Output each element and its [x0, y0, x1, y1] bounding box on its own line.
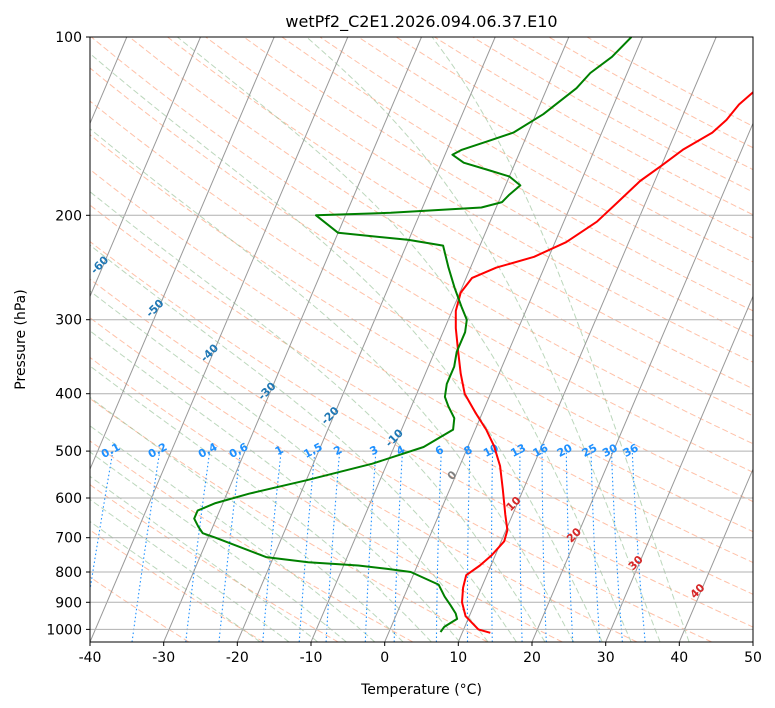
- mixing-ratio-line: [298, 451, 316, 642]
- moist-adiabat: [90, 191, 546, 642]
- moist-adiabat: [90, 290, 489, 642]
- x-tick-label: 40: [670, 650, 688, 666]
- mixing-ratio-label: 30: [600, 441, 620, 460]
- x-tick-label: 0: [380, 650, 389, 666]
- plot-area: -100-90-80-70-60-50-40-30-20-10010203040…: [90, 37, 753, 642]
- dry-adiabat: [205, 37, 753, 363]
- moist-adiabat: [90, 451, 347, 642]
- mixing-ratio-label: 16: [531, 441, 551, 460]
- mixing-ratio-label: 20: [555, 441, 575, 460]
- y-tick-label: 100: [55, 30, 82, 46]
- dry-adiabat: [90, 134, 753, 533]
- y-tick-label: 200: [55, 208, 82, 224]
- isotherm: [605, 295, 753, 642]
- moist-adiabats: [90, 37, 690, 642]
- temperature-profile: [454, 90, 753, 634]
- isotherms: [90, 37, 753, 642]
- mixing-ratio-label: 13: [508, 441, 528, 460]
- moist-adiabat: [90, 475, 319, 642]
- moist-adiabat: [90, 244, 517, 642]
- dewpoint-profile: [193, 37, 633, 633]
- y-tick-label: 500: [55, 444, 82, 460]
- mixing-ratio-line: [218, 451, 242, 642]
- y-tick-label: 300: [55, 313, 82, 329]
- plot-frame: [89, 36, 754, 643]
- mixing-ratio-line: [90, 451, 114, 594]
- dry-adiabat: [129, 37, 753, 417]
- dry-adiabat: [90, 397, 488, 642]
- mixing-ratio-line: [185, 451, 211, 642]
- mixing-ratio-line: [631, 451, 646, 642]
- x-axis-label: Temperature (°C): [360, 682, 482, 698]
- isotherm: [678, 467, 753, 642]
- isotherm: [90, 37, 275, 471]
- dry-adiabat: [281, 37, 753, 312]
- isotherm: [531, 122, 753, 642]
- x-tick-label: -10: [300, 650, 323, 666]
- x-tick-label: 10: [449, 650, 467, 666]
- x-tick-label: -30: [152, 650, 175, 666]
- dry-adiabat: [90, 168, 753, 564]
- pressure-gridlines: [90, 37, 753, 630]
- dry-adiabat: [90, 317, 638, 642]
- y-tick-label: 1000: [46, 622, 82, 638]
- isotherm: [163, 37, 422, 642]
- x-tick-label: -20: [226, 650, 249, 666]
- x-tick-label: 30: [597, 650, 615, 666]
- isotherm: [457, 37, 717, 642]
- x-axis: -40 -30 -20 -10 0 10 20 30 40 50: [79, 642, 762, 666]
- dry-adiabat: [90, 204, 753, 595]
- mixing-ratio-label: 25: [580, 441, 600, 460]
- moist-adiabat: [177, 37, 632, 642]
- y-tick-label: 900: [55, 595, 82, 611]
- y-tick-label: 400: [55, 387, 82, 403]
- isotherm: [384, 37, 643, 642]
- y-axis: 100 200 300 400 500 600 700 800 900 1000: [46, 30, 90, 638]
- profiles: [193, 37, 753, 634]
- isotherm: [90, 37, 349, 642]
- moist-adiabat: [306, 37, 661, 642]
- mixing-ratio-label: 36: [621, 441, 641, 460]
- dry-adiabat: [90, 67, 753, 473]
- moist-adiabat: [90, 330, 461, 642]
- isotherm: [236, 37, 496, 642]
- moist-adiabat: [90, 520, 261, 642]
- dry-adiabat: [90, 241, 753, 628]
- x-tick-label: 20: [523, 650, 541, 666]
- isotherm: [310, 37, 570, 642]
- y-tick-label: 700: [55, 531, 82, 547]
- moist-adiabat: [90, 128, 575, 642]
- y-tick-label: 600: [55, 491, 82, 507]
- moist-adiabat: [90, 365, 432, 642]
- y-axis-label: Pressure (hPa): [13, 289, 29, 389]
- chart-title: wetPf2_C2E1.2026.094.06.37.E10: [285, 12, 557, 32]
- moist-adiabat: [431, 37, 690, 642]
- x-tick-label: -40: [79, 650, 102, 666]
- y-tick-label: 800: [55, 565, 82, 581]
- mixing-ratio-line: [262, 451, 282, 642]
- dry-adiabat: [90, 576, 190, 642]
- moist-adiabat: [90, 52, 603, 642]
- moist-adiabat: [90, 396, 404, 642]
- moist-adiabat: [90, 425, 376, 642]
- x-tick-label: 50: [744, 650, 762, 666]
- dry-adiabat: [90, 356, 563, 642]
- isotherm: [90, 37, 201, 298]
- dry-adiabat: [90, 484, 339, 642]
